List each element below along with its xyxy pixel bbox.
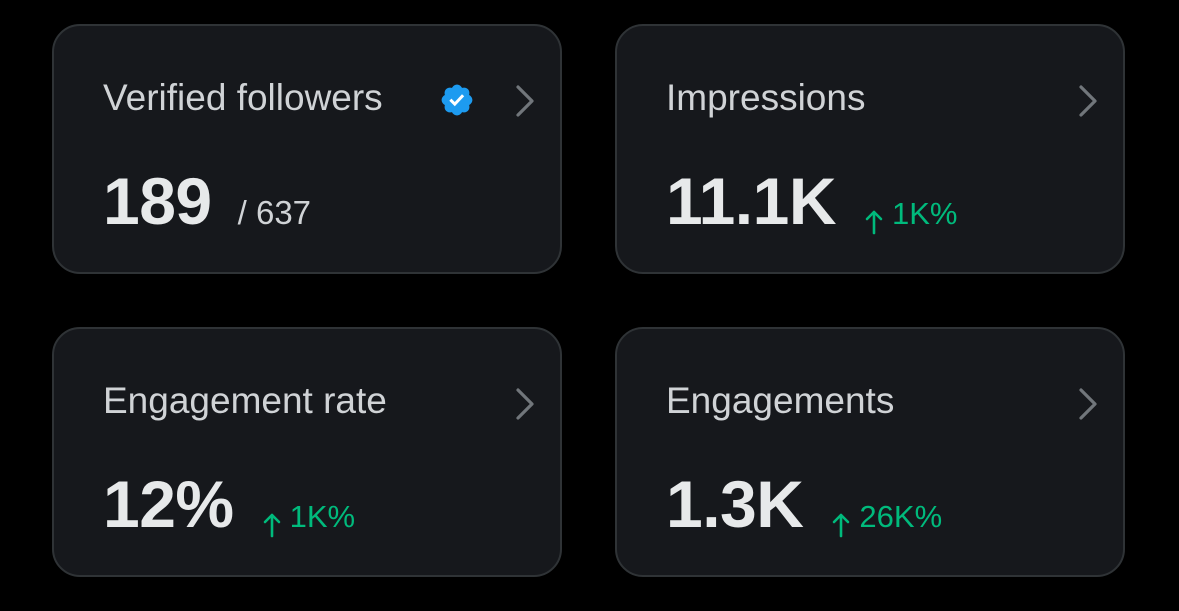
metric-value: 11.1K — [666, 164, 836, 238]
verified-badge-icon — [441, 84, 473, 116]
engagement-rate-card[interactable]: Engagement rate 12% 1K% — [52, 327, 562, 577]
chevron-right-icon[interactable] — [514, 387, 536, 421]
chevron-right-icon[interactable] — [514, 84, 536, 118]
metric-total: / 637 — [237, 194, 312, 231]
card-title: Verified followers — [103, 77, 383, 118]
change-indicator: 1K% — [262, 499, 356, 538]
arrow-up-icon — [263, 513, 280, 538]
value-row: 11.1K 1K% — [666, 166, 957, 236]
metric-value: 1.3K — [666, 467, 804, 541]
chevron-right-icon[interactable] — [1077, 387, 1099, 421]
engagements-card[interactable]: Engagements 1.3K 26K% — [615, 327, 1125, 577]
chevron-right-icon[interactable] — [1077, 84, 1099, 118]
card-title: Impressions — [666, 77, 866, 118]
change-percent: 1K% — [891, 196, 958, 231]
value-row: 12% 1K% — [103, 469, 355, 539]
change-indicator: 26K% — [831, 499, 943, 538]
arrow-up-icon — [833, 513, 850, 538]
verified-followers-card[interactable]: Verified followers 189 / 637 — [52, 24, 562, 274]
change-percent: 1K% — [289, 499, 356, 534]
arrow-up-icon — [865, 210, 883, 235]
value-row: 189 / 637 — [103, 166, 311, 236]
change-percent: 26K% — [859, 499, 943, 534]
metric-value: 12% — [103, 467, 234, 541]
change-indicator: 1K% — [864, 196, 958, 235]
card-title: Engagements — [666, 380, 895, 421]
impressions-card[interactable]: Impressions 11.1K 1K% — [615, 24, 1125, 274]
value-row: 1.3K 26K% — [666, 469, 942, 539]
metric-value: 189 — [103, 164, 212, 238]
card-title: Engagement rate — [103, 380, 387, 421]
